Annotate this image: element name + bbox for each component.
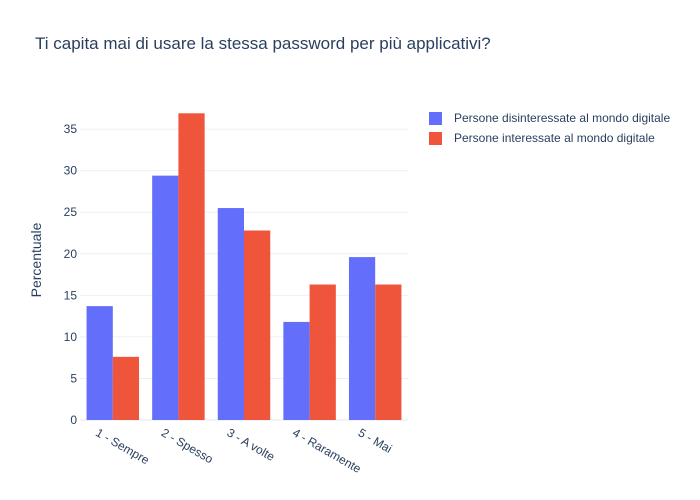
- bar-interessate-4[interactable]: [309, 284, 336, 420]
- y-tick-label: 30: [64, 164, 78, 178]
- bars: [86, 113, 402, 420]
- bar-interessate-5[interactable]: [375, 284, 402, 420]
- bar-disinteressate-2[interactable]: [152, 175, 179, 420]
- legend-swatch: [429, 111, 442, 125]
- y-tick-label: 35: [64, 122, 78, 136]
- x-tick-label: 2 - Spesso: [159, 425, 216, 466]
- bar-disinteressate-1[interactable]: [86, 306, 113, 420]
- chart-title: Ti capita mai di usare la stessa passwor…: [35, 34, 491, 53]
- legend: Persone disinteressate al mondo digitale…: [429, 108, 670, 148]
- bar-interessate-2[interactable]: [178, 113, 205, 420]
- bar-interessate-3[interactable]: [244, 230, 271, 420]
- x-tick-label: 5 - Mai: [356, 425, 395, 455]
- legend-label: Persone interessate al mondo digitale: [454, 131, 655, 145]
- x-tick-label: 4 - Raramente: [290, 425, 364, 476]
- y-axis-label: Percentuale: [28, 222, 44, 297]
- y-tick-label: 15: [64, 288, 78, 302]
- legend-item-series-1[interactable]: Persone interessate al mondo digitale: [429, 128, 670, 148]
- y-tick-label: 25: [64, 205, 78, 219]
- y-tick-labels: 0 5 10 15 20 25 30 35: [64, 122, 78, 427]
- x-tick-label: 1 - Sempre: [93, 425, 152, 467]
- bar-disinteressate-4[interactable]: [283, 321, 310, 420]
- bar-disinteressate-3[interactable]: [217, 208, 244, 420]
- bar-interessate-1[interactable]: [112, 356, 140, 420]
- x-tick-labels: 1 - Sempre 2 - Spesso 3 - A volte 4 - Raram…: [93, 425, 394, 476]
- y-tick-label: 20: [64, 247, 78, 261]
- legend-label: Persone disinteressate al mondo digitale: [454, 111, 671, 125]
- x-tick-label: 3 - A volte: [225, 425, 278, 464]
- legend-swatch: [429, 131, 442, 145]
- y-tick-label: 0: [70, 413, 77, 427]
- legend-item-series-0[interactable]: Persone disinteressate al mondo digitale: [429, 108, 670, 128]
- y-tick-label: 5: [70, 371, 77, 385]
- bar-disinteressate-5[interactable]: [348, 257, 376, 420]
- y-tick-label: 10: [64, 330, 78, 344]
